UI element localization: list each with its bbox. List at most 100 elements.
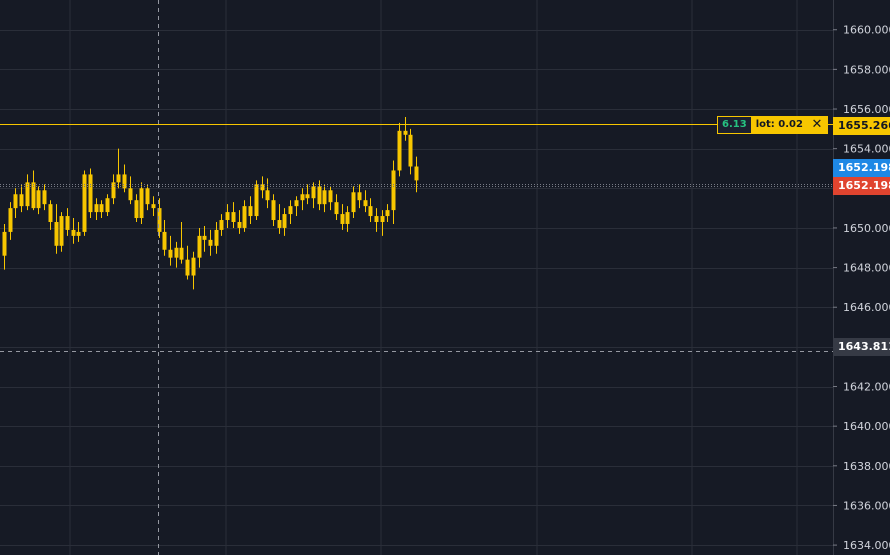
candle <box>59 212 64 252</box>
ask-price-label: 1652.198 <box>833 177 890 195</box>
candle-body <box>294 200 299 207</box>
price-tick-label: 1646.000 <box>843 301 890 314</box>
candle <box>31 170 36 211</box>
candle-body <box>237 222 242 228</box>
candle <box>254 180 259 221</box>
candle <box>139 182 144 224</box>
candle <box>94 198 99 221</box>
candle-body <box>300 194 305 201</box>
crosshair-price-label: 1643.811 <box>833 338 890 356</box>
price-axis[interactable]: 1660.000 1658.000 1656.000 1654.000 1650.000… <box>833 0 890 555</box>
order-price-label[interactable]: 1655.266 <box>833 117 890 135</box>
candle-body <box>99 204 104 213</box>
price-tick-label: 1656.000 <box>843 103 890 116</box>
candle-body <box>260 184 265 191</box>
candle-body <box>288 206 293 215</box>
candle-body <box>25 182 30 207</box>
candle-body <box>13 194 18 209</box>
candle-body <box>151 204 156 209</box>
candle <box>191 251 196 290</box>
candle-body <box>128 188 133 201</box>
candle-body <box>122 174 127 189</box>
candle-body <box>277 220 282 228</box>
candle <box>311 182 316 209</box>
candle <box>145 184 150 211</box>
candle <box>357 184 362 209</box>
candle <box>105 194 110 217</box>
candle <box>328 186 333 211</box>
candle-body <box>385 210 390 217</box>
candle <box>162 220 167 256</box>
candle <box>76 222 81 242</box>
candle <box>397 122 402 177</box>
candle <box>317 180 322 211</box>
candle <box>185 245 190 280</box>
candle-body <box>2 231 7 256</box>
candle-body <box>162 231 167 250</box>
order-widget[interactable]: 6.13 lot: 0.02 ✕ <box>717 116 828 134</box>
candle-body <box>351 192 356 213</box>
candle <box>408 128 413 175</box>
candle <box>157 198 162 238</box>
candle-body <box>197 235 202 258</box>
grid-lines <box>0 0 833 555</box>
candle-body <box>8 208 13 232</box>
candle <box>294 196 299 217</box>
close-icon[interactable]: ✕ <box>806 117 827 133</box>
candle-body <box>403 130 408 135</box>
candle-body <box>31 182 36 209</box>
candle-body <box>328 190 333 203</box>
candles <box>2 116 419 290</box>
candle <box>151 196 156 217</box>
candle <box>282 208 287 236</box>
candle <box>8 202 13 240</box>
candle-body <box>191 257 196 276</box>
candle <box>300 188 305 211</box>
candle <box>174 241 179 268</box>
candle <box>116 148 121 189</box>
candle <box>179 222 184 264</box>
candle-body <box>36 190 41 209</box>
price-tick-label: 1648.000 <box>843 262 890 275</box>
candle-body <box>374 216 379 222</box>
candle <box>363 190 368 213</box>
candle <box>260 176 265 199</box>
candle <box>265 178 270 209</box>
bid-price-label: 1652.198 <box>833 159 890 177</box>
price-tick-label: 1638.000 <box>843 460 890 473</box>
candle-body <box>248 206 253 217</box>
candle-body <box>111 182 116 199</box>
candle <box>322 184 327 213</box>
candle-body <box>65 216 70 230</box>
candle-body <box>271 200 276 221</box>
candle <box>128 176 133 205</box>
candle <box>42 184 47 211</box>
price-tick-label: 1654.000 <box>843 143 890 156</box>
candle-body <box>265 190 270 201</box>
candle-body <box>179 247 184 260</box>
candle <box>2 223 7 270</box>
candle-body <box>322 190 327 205</box>
price-tick-label: 1640.000 <box>843 420 890 433</box>
candle-body <box>88 174 93 213</box>
order-pnl: 6.13 <box>718 117 752 133</box>
price-lines <box>0 124 833 187</box>
candle-body <box>219 220 224 230</box>
candle <box>374 208 379 232</box>
candle-body <box>242 206 247 228</box>
candle-body <box>254 184 259 217</box>
candle-body <box>225 212 230 221</box>
candle-body <box>340 214 345 224</box>
candle-body <box>71 229 76 236</box>
candle <box>99 200 104 219</box>
candle <box>368 198 373 222</box>
candle-body <box>157 208 162 232</box>
candle <box>237 210 242 234</box>
candle <box>288 200 293 224</box>
candle-body <box>391 170 396 211</box>
candle-body <box>311 186 316 199</box>
candle <box>345 206 350 232</box>
candle <box>391 160 396 224</box>
candle <box>13 188 18 219</box>
